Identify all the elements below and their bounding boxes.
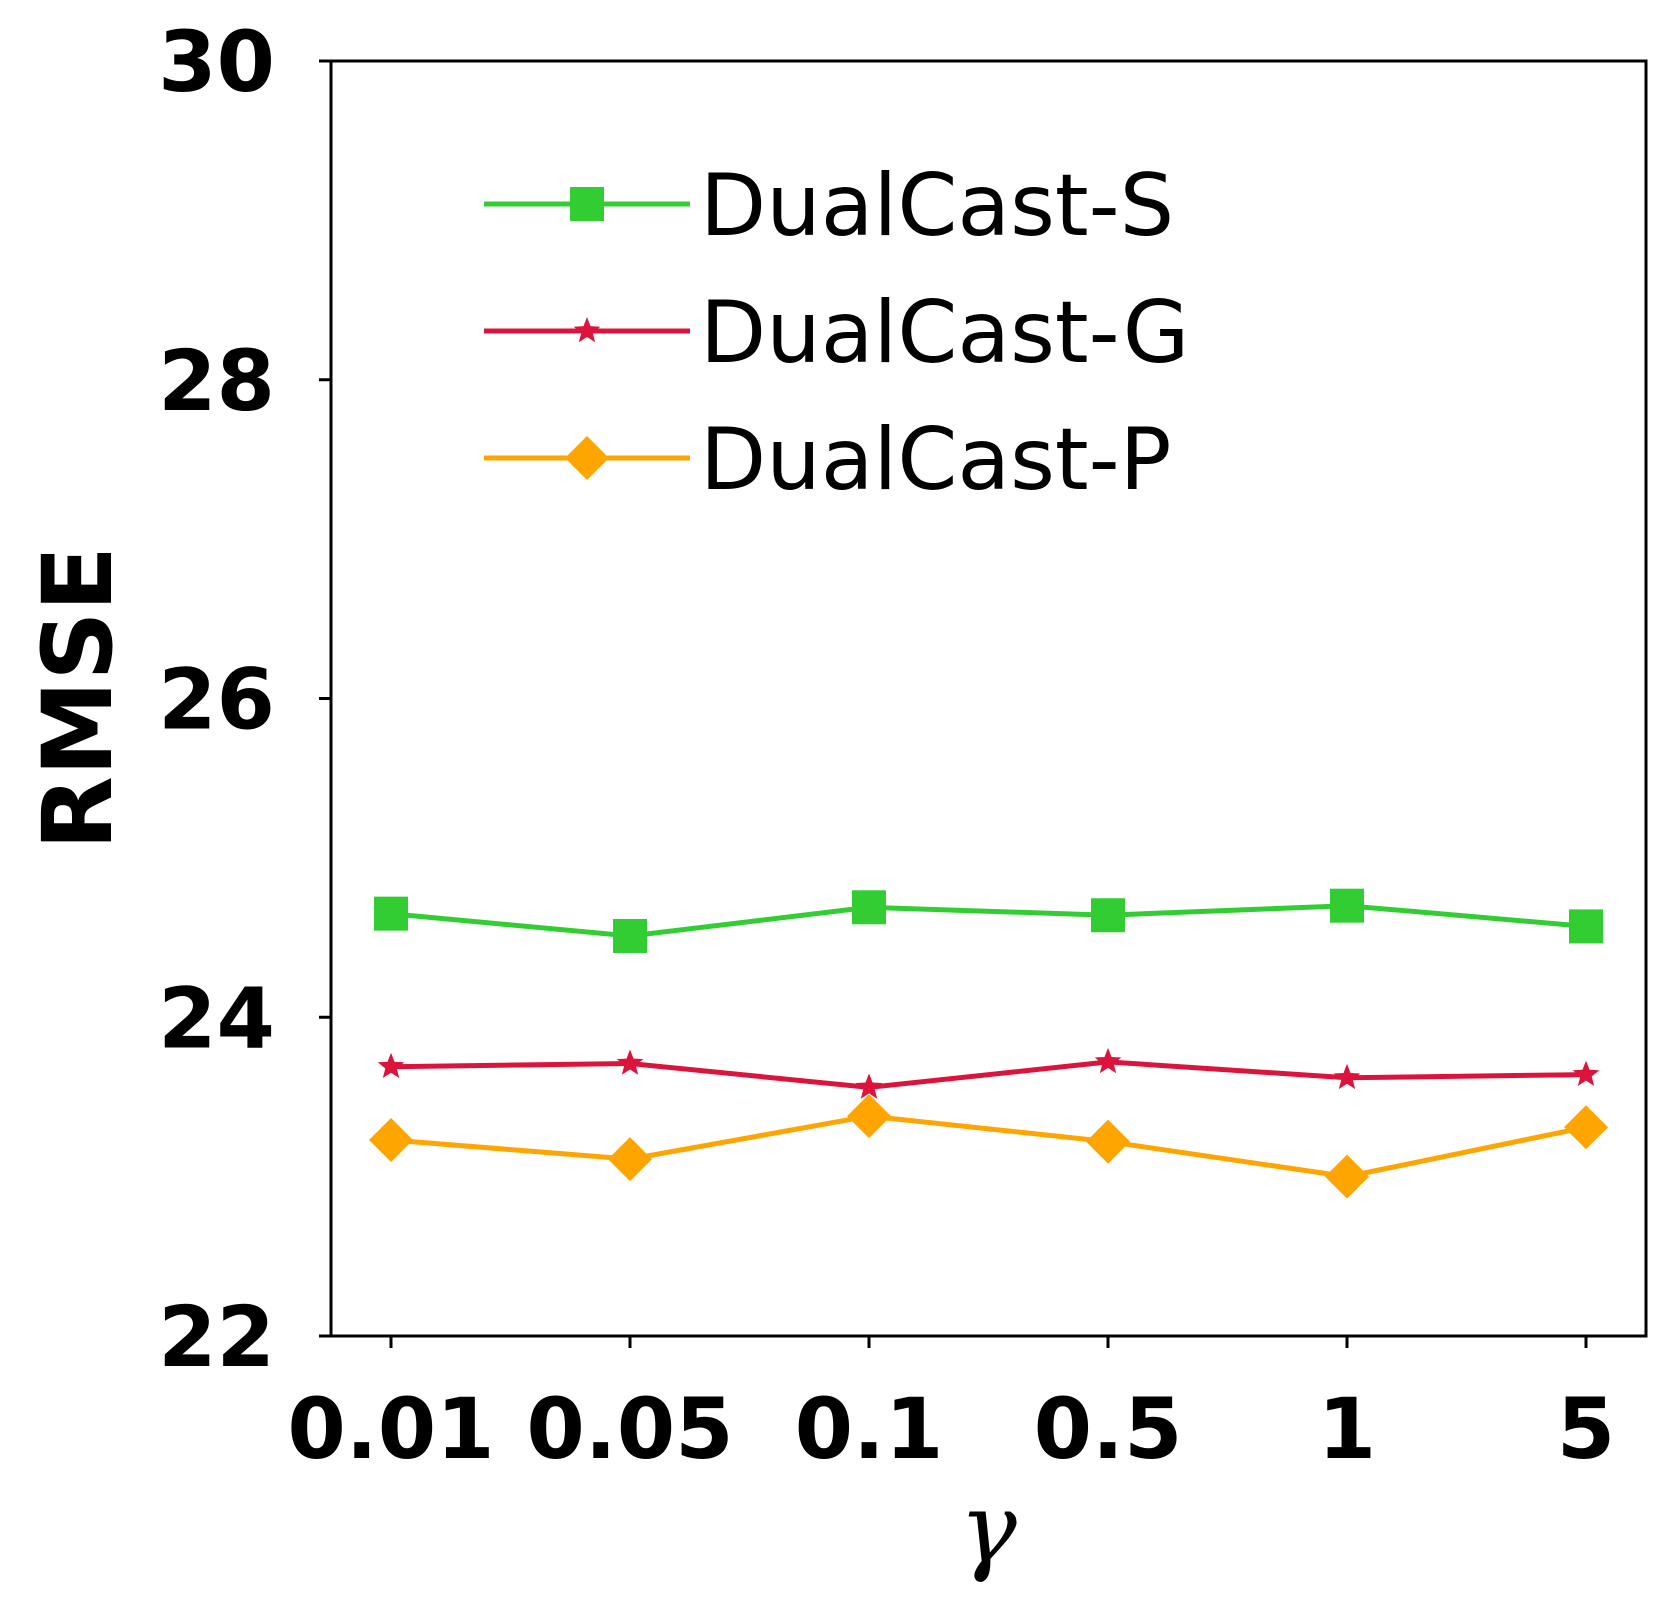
data-point	[855, 1073, 883, 1099]
series-DualCast-S	[374, 888, 1603, 953]
series-DualCast-G	[377, 1047, 1600, 1099]
data-point	[374, 896, 408, 931]
y-axis-label: RMSE	[22, 546, 134, 850]
data-point	[1572, 1060, 1600, 1086]
series-DualCast-P	[369, 1094, 1608, 1199]
x-tick-label: 0.1	[795, 1380, 944, 1478]
x-tick-label: 0.05	[526, 1380, 733, 1478]
data-point	[1091, 898, 1125, 933]
x-tick-label: 1	[1318, 1380, 1376, 1478]
data-point	[847, 1094, 891, 1139]
legend-label: DualCast-S	[700, 156, 1174, 256]
series-line	[390, 1059, 1587, 1090]
data-point	[369, 1117, 413, 1162]
data-point	[608, 1137, 652, 1182]
y-tick-label: 22	[158, 1288, 275, 1386]
plot-frame	[329, 59, 1648, 1338]
x-tick-label: 5	[1557, 1380, 1615, 1478]
series-group	[369, 888, 1608, 1199]
legend-marker	[570, 187, 604, 221]
data-point	[852, 890, 886, 925]
x-tick-label: 0.5	[1034, 1380, 1183, 1478]
y-tick-label: 26	[158, 651, 275, 749]
data-point	[1086, 1119, 1130, 1164]
series-line	[390, 1113, 1587, 1180]
y-axis-ticks: 22 24 26 28 30	[158, 13, 331, 1386]
data-point	[1333, 1063, 1361, 1090]
legend-marker	[565, 436, 609, 480]
legend-marker	[573, 317, 601, 343]
data-point	[1330, 888, 1364, 923]
x-tick-label: 0.01	[287, 1380, 494, 1478]
data-point	[613, 918, 647, 953]
y-tick-label: 24	[158, 969, 275, 1067]
y-tick-label: 28	[158, 332, 275, 430]
legend-label: DualCast-G	[700, 283, 1189, 383]
data-point	[1569, 909, 1603, 944]
data-point	[1564, 1105, 1608, 1150]
data-point	[1094, 1047, 1122, 1074]
data-point	[616, 1049, 644, 1075]
series-line	[390, 903, 1587, 939]
legend: DualCast-S DualCast-G DualCast-P	[484, 156, 1189, 510]
x-axis-ticks: 0.01 0.05 0.1 0.5 1 5	[287, 1336, 1615, 1478]
data-point	[1325, 1154, 1369, 1199]
legend-label: DualCast-P	[700, 410, 1172, 510]
x-axis-label: γ	[959, 1473, 1017, 1585]
data-point	[377, 1052, 405, 1078]
y-tick-label: 30	[158, 13, 275, 111]
